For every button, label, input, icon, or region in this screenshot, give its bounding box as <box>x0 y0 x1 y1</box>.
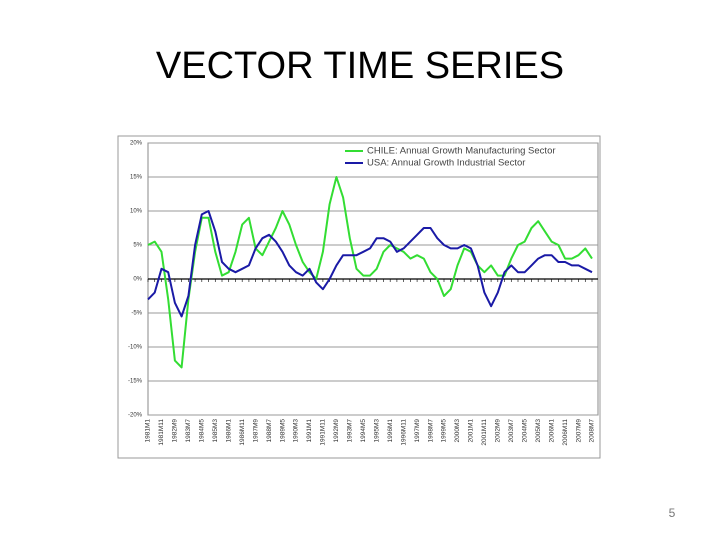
series-line <box>147 176 593 369</box>
x-tick-label: 2004M5 <box>521 419 528 443</box>
y-tick-label: -20% <box>128 413 143 419</box>
y-tick-label: 20% <box>130 141 143 147</box>
x-tick-label: 1984M5 <box>199 419 206 443</box>
series-line <box>147 210 593 318</box>
x-tick-label: 2002M9 <box>495 419 502 443</box>
y-tick-label: -15% <box>128 379 143 385</box>
slide-title: VECTOR TIME SERIES <box>156 45 564 87</box>
x-tick-label: 1996M1 <box>387 419 394 443</box>
page-number: 5 <box>669 506 676 520</box>
x-tick-label: 2003M7 <box>508 419 515 443</box>
legend-label: CHILE: Annual Growth Manufacturing Secto… <box>367 146 556 157</box>
x-tick-label: 2000M3 <box>454 419 461 443</box>
x-tick-label: 1989M5 <box>279 419 286 443</box>
x-tick-label: 1983M7 <box>185 419 192 443</box>
x-tick-label: 1982M9 <box>172 419 179 443</box>
x-tick-label: 1996M11 <box>400 419 407 446</box>
x-tick-label: 2008M7 <box>589 419 596 443</box>
legend-label: USA: Annual Growth Industrial Sector <box>367 158 525 169</box>
x-tick-label: 1986M11 <box>239 419 246 446</box>
x-tick-label: 1994M5 <box>360 419 367 443</box>
x-tick-label: 1986M1 <box>225 419 232 443</box>
x-tick-label: 2001M11 <box>481 419 488 446</box>
y-tick-label: 0% <box>133 277 142 283</box>
x-tick-label: 1985M3 <box>212 419 219 443</box>
x-tick-label: 1991M1 <box>306 419 313 443</box>
x-tick-label: 1987M9 <box>252 419 259 443</box>
x-tick-label: 1998M7 <box>427 419 434 443</box>
y-tick-label: -5% <box>131 311 142 317</box>
x-tick-label: 2006M11 <box>562 419 569 446</box>
x-tick-label: 1997M9 <box>414 419 421 443</box>
x-tick-label: 1988M7 <box>266 419 273 443</box>
y-tick-label: 10% <box>130 209 143 215</box>
y-tick-label: 5% <box>133 243 142 249</box>
y-tick-label: -10% <box>128 345 143 351</box>
legend-box <box>341 145 593 171</box>
x-tick-label: 1990M3 <box>293 419 300 443</box>
x-tick-label: 1993M7 <box>347 419 354 443</box>
x-tick-label: 1992M9 <box>333 419 340 443</box>
x-tick-label: 2006M1 <box>548 419 555 443</box>
x-tick-label: 2007M9 <box>575 419 582 443</box>
x-tick-label: 1981M1 <box>145 419 152 443</box>
x-tick-label: 1981M11 <box>158 419 165 446</box>
x-tick-label: 1999M5 <box>441 419 448 443</box>
x-tick-label: 1991M11 <box>320 419 327 446</box>
x-tick-label: 2001M1 <box>468 419 475 443</box>
x-tick-label: 2005M3 <box>535 419 542 443</box>
y-tick-label: 15% <box>130 175 143 181</box>
x-tick-label: 1995M3 <box>373 419 380 443</box>
